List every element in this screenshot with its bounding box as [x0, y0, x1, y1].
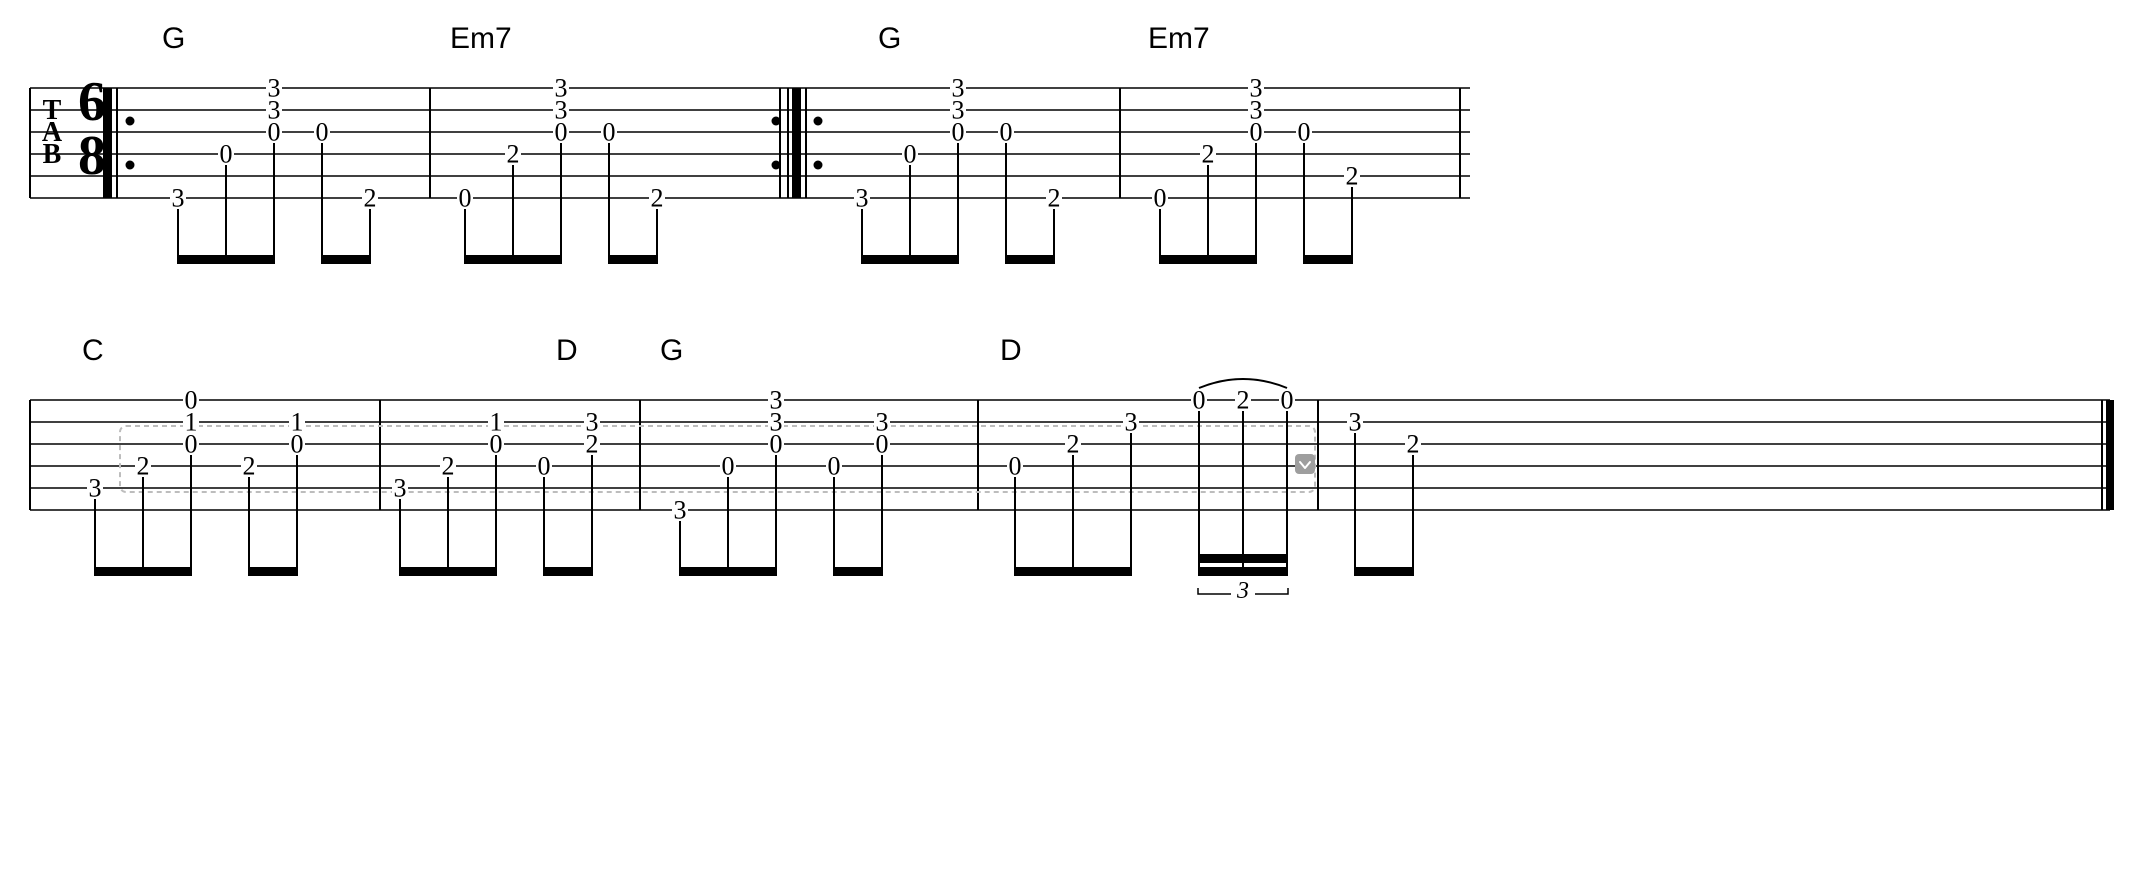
fret-number: 0 — [1298, 118, 1311, 147]
fret-number: 2 — [1067, 430, 1080, 459]
fret-number: 0 — [459, 184, 472, 213]
beam — [464, 255, 562, 264]
fret-number: 2 — [651, 184, 664, 213]
beam — [321, 255, 371, 264]
tuplet-number: 3 — [1236, 578, 1249, 604]
time-sig-top: 6 — [78, 71, 106, 133]
fret-number: 2 — [442, 452, 455, 481]
fret-number: 0 — [185, 386, 198, 415]
beam — [1014, 567, 1132, 576]
fret-number: 0 — [1193, 386, 1206, 415]
fret-number: 2 — [1048, 184, 1061, 213]
fret-number: 2 — [1202, 140, 1215, 169]
fret-number: 0 — [316, 118, 329, 147]
chord-symbol: Em7 — [1148, 22, 1210, 55]
beam — [399, 567, 497, 576]
chord-symbol: G — [878, 22, 901, 55]
fret-number: 1 — [490, 408, 503, 437]
fret-number: 0 — [538, 452, 551, 481]
fret-number: 2 — [1407, 430, 1420, 459]
fret-number: 0 — [1154, 184, 1167, 213]
fret-number: 2 — [1346, 162, 1359, 191]
chord-symbol: D — [1000, 334, 1022, 367]
beam — [1198, 554, 1288, 563]
fret-number: 3 — [1349, 408, 1362, 437]
fret-number: 3 — [876, 408, 889, 437]
fret-number: 0 — [1281, 386, 1294, 415]
beam — [679, 567, 777, 576]
fret-number: 3 — [770, 386, 783, 415]
beam — [608, 255, 658, 264]
beam — [94, 567, 192, 576]
fret-number: 3 — [1250, 74, 1263, 103]
tablature: GEm7GEm7TAB68300330202033023003302020330… — [0, 0, 2140, 888]
chord-symbol: C — [82, 334, 104, 367]
beam — [177, 255, 275, 264]
tab-clef-letter: B — [43, 139, 62, 170]
fret-number: 2 — [1237, 386, 1250, 415]
beam — [1354, 567, 1414, 576]
fret-number: 1 — [291, 408, 304, 437]
chord-symbol: G — [162, 22, 185, 55]
beam — [1303, 255, 1353, 264]
fret-number: 3 — [89, 474, 102, 503]
fret-number: 3 — [172, 184, 185, 213]
beam — [248, 567, 298, 576]
fret-number: 3 — [1125, 408, 1138, 437]
fret-number: 3 — [268, 74, 281, 103]
fret-number: 0 — [1009, 452, 1022, 481]
fret-number: 0 — [828, 452, 841, 481]
beam — [1159, 255, 1257, 264]
chord-symbol: G — [660, 334, 683, 367]
fret-number: 0 — [603, 118, 616, 147]
beam — [543, 567, 593, 576]
fret-number: 2 — [137, 452, 150, 481]
fret-number: 3 — [674, 496, 687, 525]
chord-symbol: D — [556, 334, 578, 367]
fret-number: 0 — [1000, 118, 1013, 147]
fret-number: 3 — [555, 74, 568, 103]
beam — [1198, 567, 1288, 576]
fret-number: 3 — [952, 74, 965, 103]
fret-number: 2 — [243, 452, 256, 481]
fret-number: 2 — [364, 184, 377, 213]
fret-number: 3 — [394, 474, 407, 503]
time-sig-bottom: 8 — [78, 125, 106, 187]
fret-number: 0 — [220, 140, 233, 169]
fret-number: 3 — [586, 408, 599, 437]
beam — [1005, 255, 1055, 264]
fret-number: 3 — [856, 184, 869, 213]
chord-symbol: Em7 — [450, 22, 512, 55]
fret-number: 0 — [904, 140, 917, 169]
fret-number: 0 — [722, 452, 735, 481]
beam — [861, 255, 959, 264]
fret-number: 2 — [507, 140, 520, 169]
beam — [833, 567, 883, 576]
selection-handle-icon[interactable] — [1295, 454, 1315, 474]
